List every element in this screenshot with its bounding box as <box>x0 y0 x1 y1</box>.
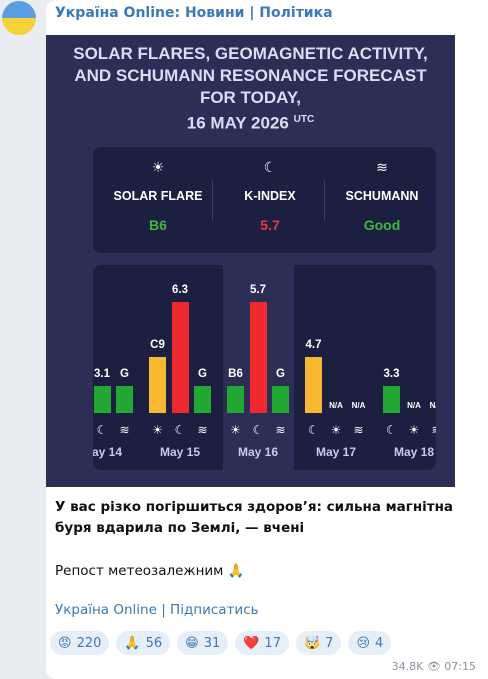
reaction-emoji: 😡 <box>58 635 72 651</box>
bar <box>227 386 244 413</box>
bar-label: 6.3 <box>172 284 188 296</box>
summary-panel: ☀ SOLAR FLARE B6 ☾ K-INDEX 5.7 ≋ SCHUMANN Good <box>93 147 436 253</box>
bar-label: G <box>120 368 129 380</box>
bar-label: C9 <box>150 339 165 351</box>
bar-icon: ☾ <box>252 423 264 437</box>
bar <box>116 386 133 413</box>
day-label: May 18 <box>393 445 435 459</box>
bar-icon: ☾ <box>174 423 186 437</box>
reaction[interactable]: 😁 31 <box>177 631 229 655</box>
title-text: SOLAR FLARES, GEOMAGNETIC ACTIVITY, AND … <box>73 44 428 107</box>
reaction[interactable]: 🙏 56 <box>116 631 171 655</box>
bar-label: N/A <box>351 401 366 410</box>
reaction-emoji: 🙏 <box>124 635 141 651</box>
day-label: May 17 <box>315 445 357 459</box>
bar-icon: ☀ <box>408 423 420 437</box>
bar-icon: ☀ <box>152 423 163 437</box>
post-text: Репост метеозалежним 🙏 <box>55 563 245 579</box>
reaction-count: 17 <box>264 635 281 651</box>
reaction-count: 220 <box>76 635 102 651</box>
bar-label: N/A <box>407 401 421 410</box>
bar-icon: ≋ <box>353 423 364 437</box>
bar-icon: ≋ <box>197 423 208 437</box>
bar-label: 3.1 <box>94 368 110 380</box>
summary-column: ☾ K-INDEX 5.7 <box>217 147 323 253</box>
bar-label: N/A <box>429 401 436 410</box>
bar-label: N/A <box>329 401 343 410</box>
bar-icon: ≋ <box>275 423 286 437</box>
bar-label: 4.7 <box>305 339 322 351</box>
reactions: 😡 220 🙏 56 😁 31 ❤️ 17 🤯 7 😢 4 <box>50 631 392 655</box>
reaction-count: 4 <box>375 635 384 651</box>
time: 07:15 <box>444 660 476 673</box>
separator <box>212 181 213 221</box>
bar-label: G <box>276 368 285 380</box>
summary-value: 5.7 <box>260 217 280 233</box>
reaction[interactable]: 😡 220 <box>50 631 110 655</box>
summary-label: K-INDEX <box>244 189 296 203</box>
day-label: May 16 <box>237 445 279 459</box>
bar <box>149 357 166 413</box>
reaction-emoji: 🤯 <box>303 635 321 651</box>
avatar[interactable] <box>2 1 36 35</box>
post-headline: У вас різко погіршиться здоров’я: сильна… <box>55 499 454 536</box>
bar-icon: ☾ <box>386 423 397 437</box>
bar <box>194 386 211 413</box>
summary-label: SOLAR FLARE <box>113 189 203 203</box>
bar-icon: ≋ <box>427 423 436 437</box>
summary-label: SCHUMANN <box>345 189 419 203</box>
image-title: SOLAR FLARES, GEOMAGNETIC ACTIVITY, AND … <box>66 43 435 135</box>
reaction[interactable]: 😢 4 <box>348 631 392 655</box>
bar-icon: ≋ <box>119 423 130 437</box>
reaction-emoji: 😢 <box>356 635 370 651</box>
bar-label: 3.3 <box>383 368 400 380</box>
bar <box>383 386 400 413</box>
day-label: May 15 <box>159 445 201 459</box>
bar-icon: ☀ <box>330 423 342 437</box>
reaction[interactable]: ❤️ 17 <box>235 631 289 655</box>
date: 16 MAY 2026 <box>186 113 289 133</box>
bar <box>171 302 189 413</box>
reaction-emoji: ❤️ <box>243 635 260 651</box>
reaction[interactable]: 🤯 7 <box>295 631 342 655</box>
bar-label: G <box>198 368 207 380</box>
bar-panel: 3.1 ☾ G ≋ May 14 C9 ☀ 6.3 ☾ G ≋ May 15 B6 ☀ 5.7 ☾ G ≋ May … <box>93 265 436 470</box>
reaction-count: 31 <box>203 635 221 651</box>
channel-name[interactable]: Україна Online: Новини | Політика <box>55 5 333 21</box>
summary-icon: ≋ <box>376 159 388 175</box>
bar <box>272 386 289 413</box>
summary-icon: ☾ <box>263 159 277 175</box>
summary-value: B6 <box>149 217 167 233</box>
summary-value: Good <box>363 217 401 233</box>
timezone: UTC <box>293 114 315 125</box>
summary-icon: ☀ <box>151 159 165 175</box>
reaction-count: 7 <box>325 635 334 651</box>
bar <box>249 302 267 413</box>
reaction-emoji: 😁 <box>185 635 199 651</box>
reaction-count: 56 <box>145 635 163 651</box>
bar-label: 5.7 <box>250 284 266 296</box>
bar-label: B6 <box>228 368 243 380</box>
summary-column: ☀ SOLAR FLARE B6 <box>105 147 211 253</box>
bar <box>93 386 111 413</box>
summary-column: ≋ SCHUMANN Good <box>329 147 435 253</box>
post-image[interactable]: SOLAR FLARES, GEOMAGNETIC ACTIVITY, AND … <box>46 35 455 487</box>
meta: 34.8K 👁 07:15 <box>391 660 476 673</box>
subscribe-link[interactable]: Україна Online | Підписатись <box>55 602 259 618</box>
bar <box>305 357 322 413</box>
bar-icon: ☾ <box>308 423 319 437</box>
day-label: May 14 <box>93 445 123 459</box>
bar-icon: ☾ <box>96 423 108 437</box>
views: 34.8K <box>391 660 424 673</box>
bar-icon: ☀ <box>230 423 241 437</box>
separator <box>324 181 325 221</box>
